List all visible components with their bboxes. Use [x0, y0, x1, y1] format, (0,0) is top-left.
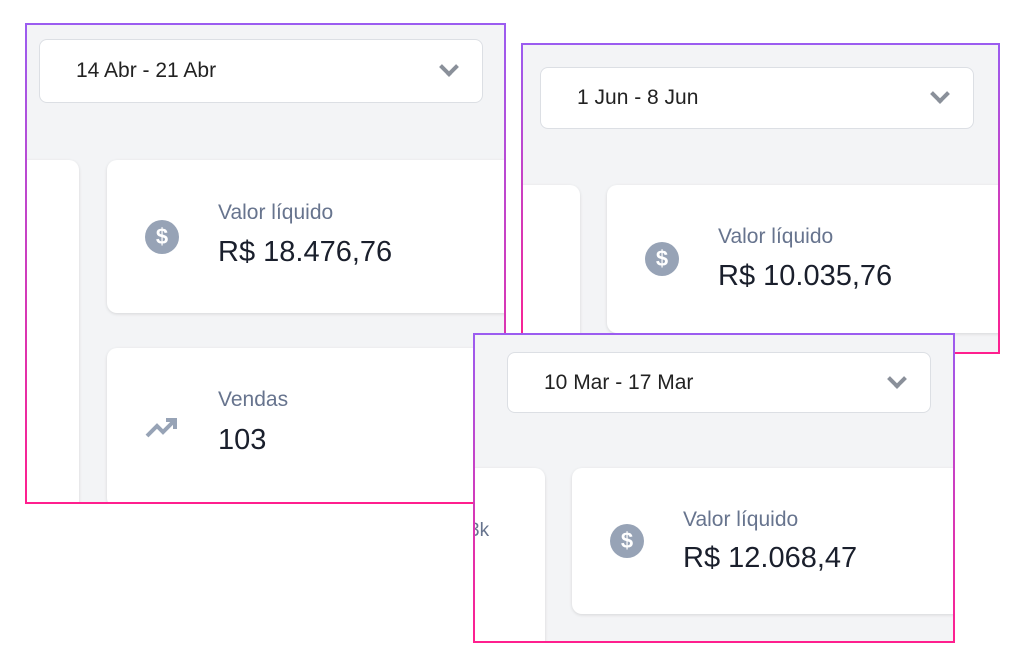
screenshot-panel-march: 10 Mar - 17 Mar 3k $ Valor líquido R$ 12… — [473, 333, 955, 643]
chevron-down-icon — [930, 84, 950, 104]
date-range-dropdown[interactable]: 14 Abr - 21 Abr — [39, 39, 483, 103]
trending-up-icon — [145, 411, 179, 445]
date-range-dropdown[interactable]: 10 Mar - 17 Mar — [507, 352, 931, 413]
chevron-down-icon — [887, 368, 907, 389]
summary-card-partial: 3k — [475, 468, 545, 641]
screenshot-panel-april: 14 Abr - 21 Abr $ Valor líquido R$ 18.47… — [25, 23, 506, 504]
net-value-card: $ Valor líquido R$ 10.035,76 — [607, 185, 998, 333]
dollar-icon: $ — [145, 219, 179, 254]
net-value-card: $ Valor líquido R$ 18.476,76 — [107, 160, 504, 313]
card-value: 103 — [218, 424, 267, 456]
date-range-label: 10 Mar - 17 Mar — [544, 370, 694, 394]
card-value: R$ 12.068,47 — [683, 542, 858, 574]
date-range-label: 14 Abr - 21 Abr — [76, 59, 217, 82]
card-value: R$ 18.476,76 — [218, 236, 393, 268]
net-value-card: $ Valor líquido R$ 12.068,47 — [572, 468, 953, 614]
card-label: Vendas — [218, 388, 289, 411]
date-range-dropdown[interactable]: 1 Jun - 8 Jun — [540, 67, 974, 129]
sales-card: Vendas 103 — [107, 348, 504, 502]
card-label: Valor líquido — [683, 508, 799, 531]
dollar-icon: $ — [610, 524, 644, 558]
summary-card-partial — [27, 160, 79, 502]
chevron-down-icon — [439, 57, 459, 77]
card-value: R$ 10.035,76 — [718, 260, 893, 292]
screenshot-panel-june: 1 Jun - 8 Jun $ Valor líquido R$ 10.035,… — [521, 43, 1000, 354]
summary-card-partial — [523, 185, 580, 352]
card-label: Valor líquido — [218, 201, 334, 224]
partial-value: 3k — [475, 520, 490, 541]
card-label: Valor líquido — [718, 225, 834, 248]
date-range-label: 1 Jun - 8 Jun — [577, 86, 699, 109]
dollar-icon: $ — [645, 242, 679, 276]
